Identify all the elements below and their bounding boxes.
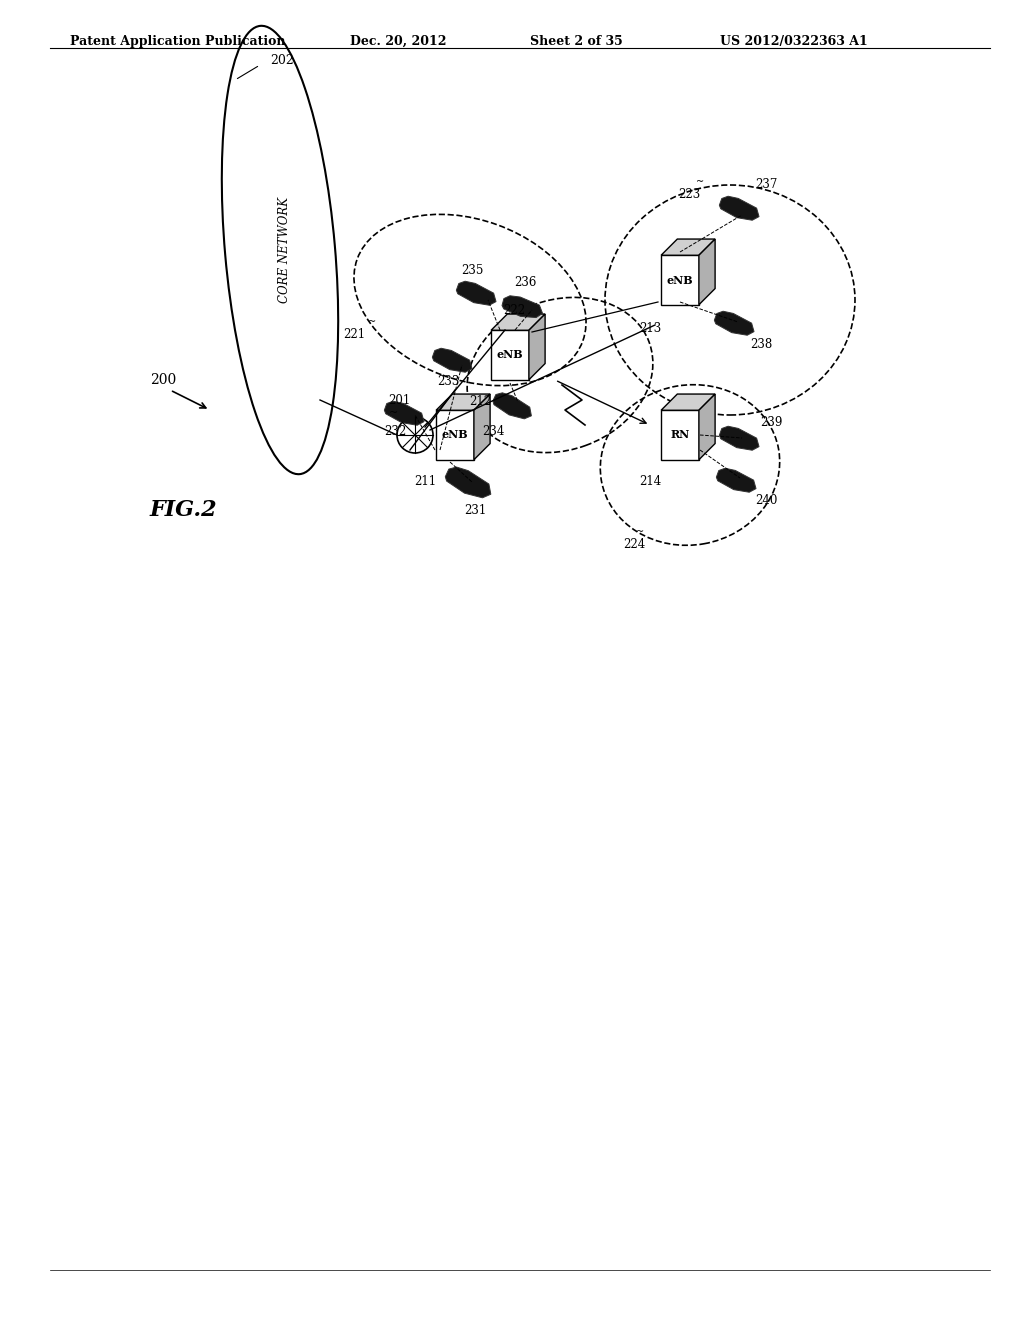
Polygon shape [445,467,490,498]
Polygon shape [493,393,531,418]
Polygon shape [529,314,545,380]
Text: 239: 239 [760,416,782,429]
Polygon shape [717,469,756,492]
Text: 213: 213 [639,322,662,335]
Polygon shape [699,395,715,459]
Text: RN: RN [671,429,689,441]
Text: eNB: eNB [441,429,468,441]
Polygon shape [662,255,699,305]
Polygon shape [719,426,759,450]
Polygon shape [492,314,545,330]
Polygon shape [662,411,699,459]
Polygon shape [384,401,424,425]
Polygon shape [492,330,529,380]
Polygon shape [474,395,490,459]
Text: ~: ~ [368,317,376,327]
Polygon shape [502,296,543,318]
Text: ~: ~ [388,408,397,418]
Text: 240: 240 [755,494,777,507]
Polygon shape [715,312,754,335]
Polygon shape [432,348,472,372]
Text: 211: 211 [414,475,436,488]
Text: 233: 233 [437,375,459,388]
Text: 222: 222 [503,304,525,317]
Polygon shape [699,239,715,305]
Text: eNB: eNB [497,350,523,360]
Text: 212: 212 [469,395,492,408]
Text: 223: 223 [678,189,700,202]
Text: 201: 201 [388,393,410,407]
Text: ~: ~ [636,527,644,537]
Polygon shape [436,395,490,411]
Polygon shape [662,239,715,255]
Text: Patent Application Publication: Patent Application Publication [70,36,286,48]
Text: CORE NETWORK: CORE NETWORK [279,197,292,304]
Polygon shape [662,395,715,411]
Text: 231: 231 [464,503,486,516]
Text: FIG.2: FIG.2 [150,499,218,521]
Text: ~: ~ [696,177,705,187]
Text: Dec. 20, 2012: Dec. 20, 2012 [350,36,446,48]
Text: eNB: eNB [667,275,693,285]
Polygon shape [457,281,496,305]
Text: 236: 236 [514,276,537,289]
Text: US 2012/0322363 A1: US 2012/0322363 A1 [720,36,867,48]
Text: 221: 221 [343,329,365,342]
Text: 202: 202 [270,54,294,66]
Text: Sheet 2 of 35: Sheet 2 of 35 [530,36,623,48]
Text: 200: 200 [150,374,176,387]
Text: 214: 214 [639,475,662,488]
Polygon shape [719,197,759,220]
Text: 237: 237 [755,178,777,191]
Text: 224: 224 [623,539,645,552]
Text: 232: 232 [384,425,407,438]
Text: 234: 234 [482,425,505,438]
Polygon shape [436,411,474,459]
Text: 238: 238 [750,338,772,351]
Text: 235: 235 [461,264,483,276]
